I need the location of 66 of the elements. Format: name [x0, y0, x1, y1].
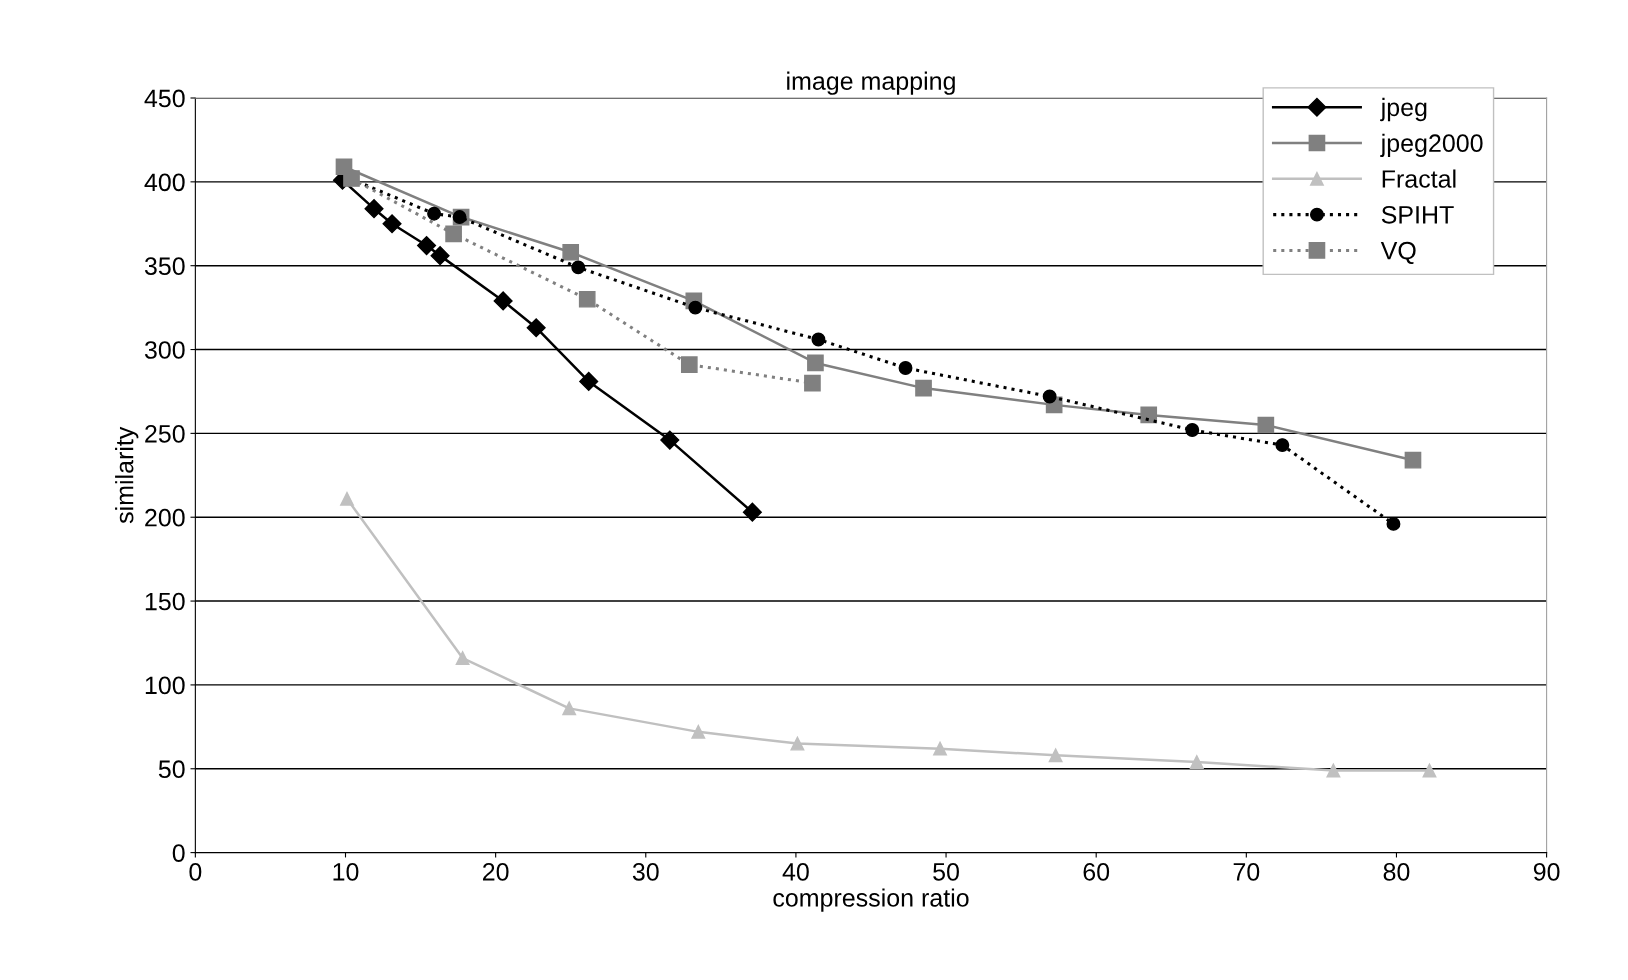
point	[562, 243, 580, 261]
y-tick-label: 100	[145, 676, 185, 695]
legend-label: Fractal	[1382, 169, 1456, 188]
point	[807, 354, 824, 372]
point	[1326, 763, 1341, 778]
x-tick-label: 0	[189, 862, 202, 881]
point	[1048, 748, 1063, 763]
point	[340, 491, 354, 506]
point	[526, 318, 546, 338]
x-tick-label: 80	[1383, 862, 1410, 881]
point	[742, 502, 762, 522]
y-tick-label: 250	[145, 424, 185, 443]
x-tick-label: 70	[1233, 862, 1260, 881]
x-tick-label: 50	[933, 862, 959, 881]
point	[364, 199, 384, 219]
y-tick-label: 200	[145, 508, 185, 527]
point	[1185, 423, 1200, 437]
point	[430, 246, 450, 266]
legend-label: SPIHT	[1381, 205, 1454, 224]
point	[1042, 389, 1057, 404]
point	[455, 651, 470, 666]
y-tick-label: 350	[144, 257, 185, 275]
y-tick-label: 400	[144, 173, 185, 192]
point	[688, 300, 703, 315]
point	[1386, 516, 1401, 531]
point	[445, 225, 462, 243]
y-tick-label: 0	[172, 844, 185, 862]
point	[1140, 406, 1158, 424]
chart-title: image mapping	[787, 71, 955, 95]
point	[579, 371, 599, 391]
point	[790, 736, 805, 751]
point	[1189, 755, 1204, 769]
point	[427, 206, 442, 221]
point	[493, 291, 513, 311]
x-tick-label: 60	[1083, 862, 1110, 881]
legend-label: VQ	[1380, 241, 1416, 264]
point	[417, 236, 437, 256]
y-axis-title: similarity	[115, 426, 139, 524]
point	[1275, 438, 1290, 453]
x-axis-title: compression ratio	[773, 888, 969, 912]
point	[571, 260, 586, 275]
point	[933, 741, 947, 756]
legend-label: jpeg	[1380, 97, 1427, 122]
point	[660, 430, 680, 450]
point	[578, 290, 596, 308]
point	[898, 361, 913, 375]
point	[680, 356, 698, 373]
y-tick-label: 300	[144, 341, 185, 359]
x-tick-label: 20	[482, 862, 509, 881]
y-tick-label: 450	[144, 89, 185, 108]
x-tick-label: 40	[782, 862, 809, 881]
y-tick-label: 50	[158, 760, 185, 779]
point	[915, 379, 932, 397]
point	[1404, 451, 1422, 469]
point	[804, 374, 821, 392]
point	[1422, 763, 1437, 778]
point	[1257, 416, 1275, 434]
x-tick-label: 30	[632, 862, 659, 881]
point	[691, 724, 706, 739]
point	[811, 332, 826, 347]
x-tick-label: 10	[333, 862, 359, 881]
y-tick-label: 150	[145, 592, 185, 611]
point	[562, 701, 577, 716]
point	[382, 214, 402, 234]
legend-label: jpeg2000	[1380, 133, 1483, 157]
x-tick-label: 90	[1533, 862, 1560, 881]
